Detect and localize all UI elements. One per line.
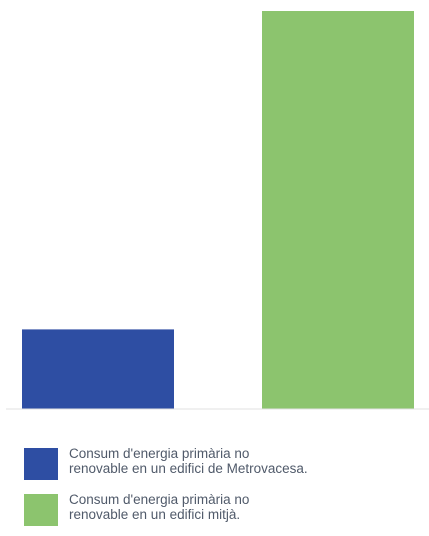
legend-label-metrovacesa-line1: Consum d'energia primària no: [69, 446, 250, 461]
bar-metrovacesa: [22, 329, 174, 409]
legend-label-average-line1: Consum d'energia primària no: [69, 492, 250, 507]
legend-item-metrovacesa: Consum d'energia primària no renovable e…: [24, 444, 424, 480]
legend-swatch-average: [24, 494, 58, 526]
bar-chart: [6, 11, 429, 410]
bar-average: [262, 11, 414, 409]
legend-item-average: Consum d'energia primària no renovable e…: [24, 490, 424, 526]
legend-label-metrovacesa-line2: renovable en un edifici de Metrovacesa.: [69, 461, 308, 476]
legend-label-metrovacesa: Consum d'energia primària no renovable e…: [69, 446, 419, 476]
legend-label-average-line2: renovable en un edifici mitjà.: [69, 507, 241, 522]
legend-swatch-metrovacesa: [24, 448, 58, 480]
legend-label-average: Consum d'energia primària no renovable e…: [69, 492, 419, 522]
chart-legend: Consum d'energia primària no renovable e…: [24, 444, 424, 536]
